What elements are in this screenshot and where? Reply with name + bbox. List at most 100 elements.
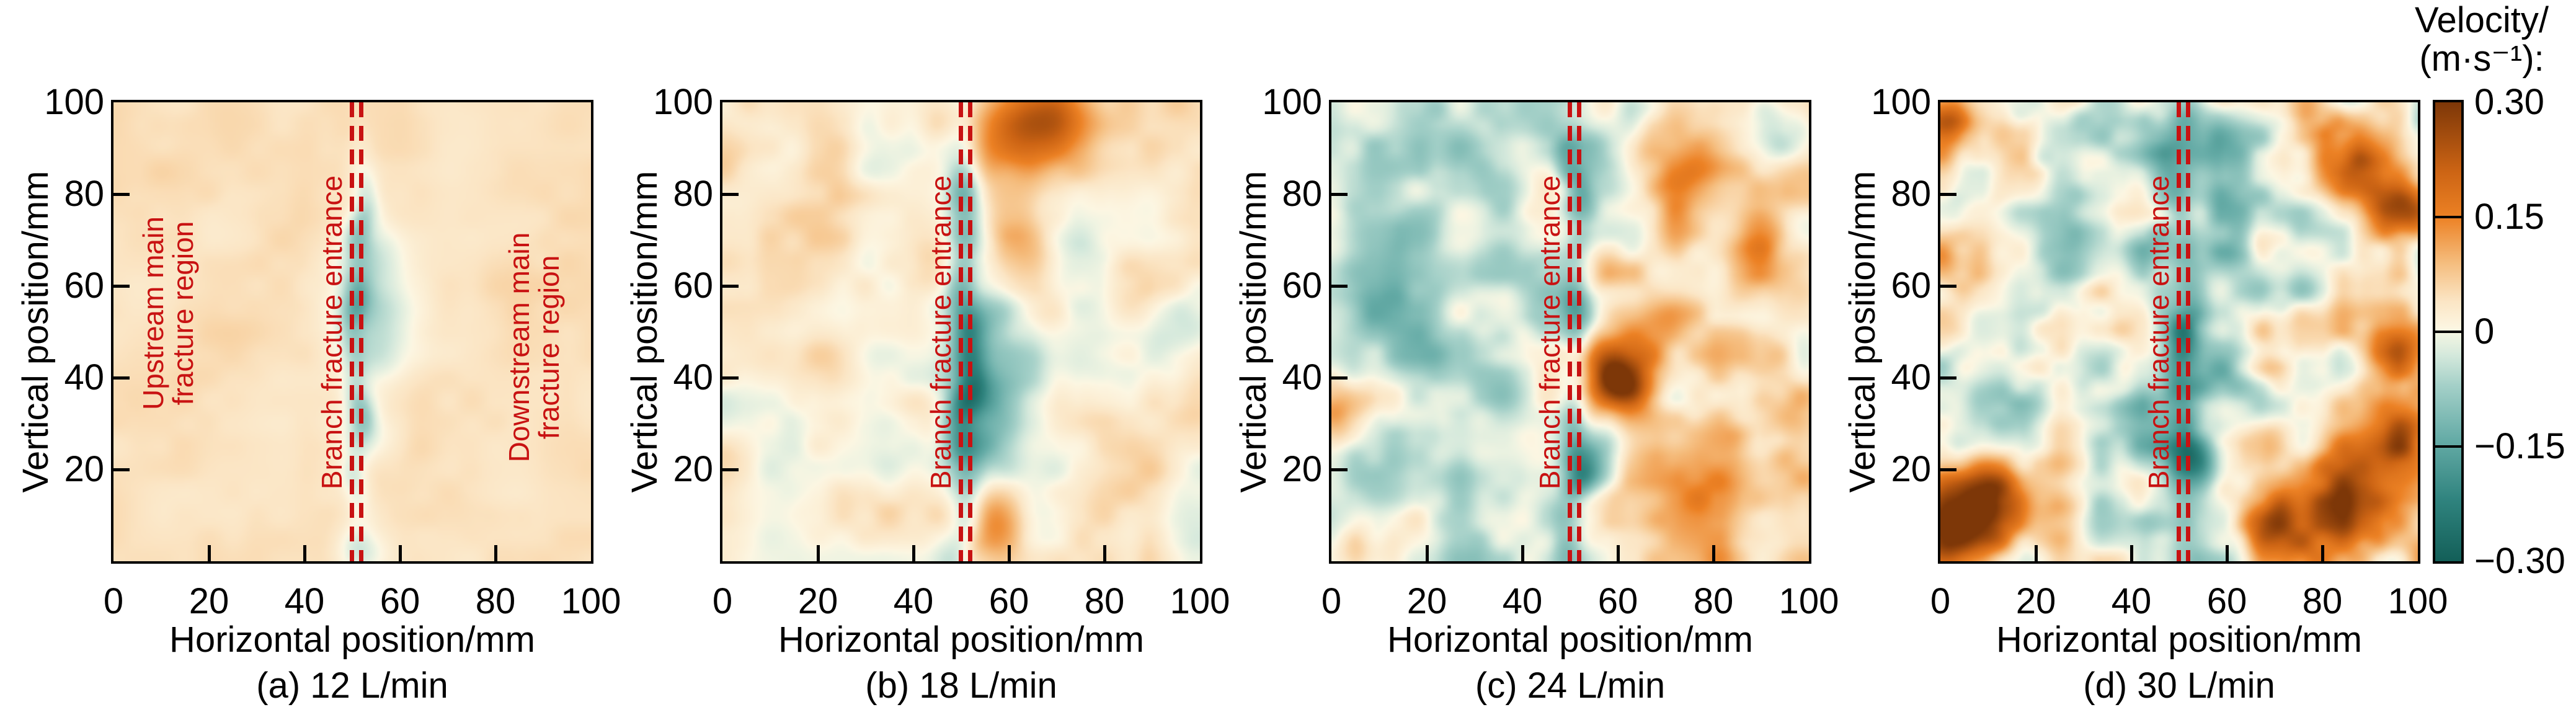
y-tick-label: 40 xyxy=(1891,357,1931,398)
y-tick-mark xyxy=(113,376,130,380)
colorbar-tick-label: −0.30 xyxy=(2474,541,2565,581)
colorbar-segment-line xyxy=(2435,445,2461,448)
panel-c: Vertical position/mm Branch fracture ent… xyxy=(1218,0,1839,720)
panel-caption: (c) 24 L/min xyxy=(1475,665,1666,706)
x-tick-label: 0 xyxy=(103,581,124,621)
x-tick-label: 60 xyxy=(988,581,1029,621)
y-tick-label: 80 xyxy=(64,174,104,214)
y-tick-label: 40 xyxy=(1282,357,1322,398)
branch-entrance-annotation: Branch fracture entrance xyxy=(925,175,957,490)
branch-entrance-dashed-line-right xyxy=(968,102,972,561)
x-tick-mark xyxy=(398,545,402,561)
x-tick-mark xyxy=(2130,545,2133,561)
y-tick-mark xyxy=(113,468,130,471)
y-axis-label: Vertical position/mm xyxy=(624,171,665,493)
branch-entrance-annotation: Branch fracture entrance xyxy=(2143,175,2175,490)
y-tick-mark xyxy=(1331,468,1348,471)
y-tick-label: 40 xyxy=(673,357,713,398)
x-tick-mark xyxy=(1521,545,1524,561)
y-tick-mark xyxy=(1940,376,1956,380)
x-tick-label: 60 xyxy=(1597,581,1638,621)
branch-entrance-dashed-line-right xyxy=(1577,102,1581,561)
heatmap-plot-a: Upstream main fracture region Branch fra… xyxy=(111,100,593,564)
x-tick-label: 80 xyxy=(1084,581,1125,621)
x-tick-label: 0 xyxy=(712,581,733,621)
y-tick-label: 20 xyxy=(1282,449,1322,489)
branch-entrance-dashed-line-left xyxy=(2177,102,2181,561)
colorbar-tick-label: −0.15 xyxy=(2474,426,2565,466)
x-tick-label: 100 xyxy=(1170,581,1230,621)
x-tick-label: 100 xyxy=(1779,581,1839,621)
x-tick-label: 80 xyxy=(475,581,516,621)
y-tick-label: 20 xyxy=(1891,449,1931,489)
x-tick-label: 80 xyxy=(2302,581,2343,621)
x-tick-label: 0 xyxy=(1930,581,1951,621)
y-tick-mark xyxy=(722,192,739,196)
y-axis-label: Vertical position/mm xyxy=(1233,171,1274,493)
x-tick-mark xyxy=(1103,545,1106,561)
branch-entrance-dashed-line-left xyxy=(1568,102,1572,561)
x-tick-mark xyxy=(207,545,211,561)
y-tick-label: 80 xyxy=(1891,174,1931,214)
branch-entrance-dashed-line-left xyxy=(959,102,963,561)
y-tick-mark xyxy=(1940,284,1956,288)
x-tick-label: 60 xyxy=(2206,581,2247,621)
y-tick-mark xyxy=(1940,468,1956,471)
heatmap-plot-c: Branch fracture entrance xyxy=(1329,100,1811,564)
y-tick-label: 20 xyxy=(673,449,713,489)
x-tick-label: 100 xyxy=(2387,581,2448,621)
y-tick-mark xyxy=(113,192,130,196)
x-tick-label: 20 xyxy=(2015,581,2056,621)
colorbar-tick-label: 0.15 xyxy=(2474,197,2544,237)
x-tick-mark xyxy=(1007,545,1011,561)
x-tick-label: 100 xyxy=(561,581,621,621)
y-tick-label: 60 xyxy=(673,265,713,306)
y-tick-label: 20 xyxy=(64,449,104,489)
y-tick-label: 60 xyxy=(1891,265,1931,306)
y-tick-mark xyxy=(113,284,130,288)
x-tick-mark xyxy=(912,545,915,561)
x-tick-label: 20 xyxy=(1406,581,1447,621)
x-tick-label: 80 xyxy=(1693,581,1734,621)
upstream-region-annotation: Upstream main fracture region xyxy=(137,216,199,410)
y-tick-mark xyxy=(1331,284,1348,288)
panel-b: Vertical position/mm Branch fracture ent… xyxy=(609,0,1230,720)
panel-caption: (b) 18 L/min xyxy=(865,665,1057,706)
y-tick-label: 100 xyxy=(44,82,104,122)
colorbar-segment-line xyxy=(2435,216,2461,218)
colorbar-title-line1: Velocity/ xyxy=(2415,0,2549,40)
x-tick-label: 40 xyxy=(893,581,934,621)
x-axis-label: Horizontal position/mm xyxy=(169,620,535,660)
colorbar-tick-label: 0 xyxy=(2474,311,2495,352)
colorbar xyxy=(2433,100,2464,564)
panel-caption: (a) 12 L/min xyxy=(256,665,448,706)
x-tick-mark xyxy=(2321,545,2324,561)
y-axis-label: Vertical position/mm xyxy=(16,171,56,493)
x-tick-mark xyxy=(2225,545,2229,561)
y-tick-mark xyxy=(1940,192,1956,196)
colorbar-tick-label: 0.30 xyxy=(2474,82,2544,122)
x-tick-mark xyxy=(1616,545,1620,561)
x-axis-label: Horizontal position/mm xyxy=(1387,620,1753,660)
x-tick-mark xyxy=(816,545,820,561)
y-tick-mark xyxy=(1331,192,1348,196)
y-tick-mark xyxy=(1331,376,1348,380)
x-tick-mark xyxy=(1425,545,1429,561)
heatmap-plot-b: Branch fracture entrance xyxy=(720,100,1202,564)
colorbar-title: Velocity/ (m·s⁻¹): xyxy=(2387,1,2576,78)
x-tick-label: 0 xyxy=(1321,581,1342,621)
colorbar-title-line2: (m·s⁻¹): xyxy=(2419,38,2544,79)
x-tick-label: 40 xyxy=(2111,581,2152,621)
panel-caption: (d) 30 L/min xyxy=(2083,665,2275,706)
x-tick-mark xyxy=(494,545,497,561)
y-tick-label: 40 xyxy=(64,357,104,398)
branch-entrance-dashed-line-right xyxy=(359,102,363,561)
panel-d: Vertical position/mm Branch fracture ent… xyxy=(1827,0,2448,720)
y-tick-label: 60 xyxy=(64,265,104,306)
x-tick-mark xyxy=(303,545,306,561)
y-tick-label: 100 xyxy=(653,82,713,122)
y-tick-label: 80 xyxy=(1282,174,1322,214)
y-tick-mark xyxy=(722,468,739,471)
branch-entrance-annotation: Branch fracture entrance xyxy=(316,175,348,490)
